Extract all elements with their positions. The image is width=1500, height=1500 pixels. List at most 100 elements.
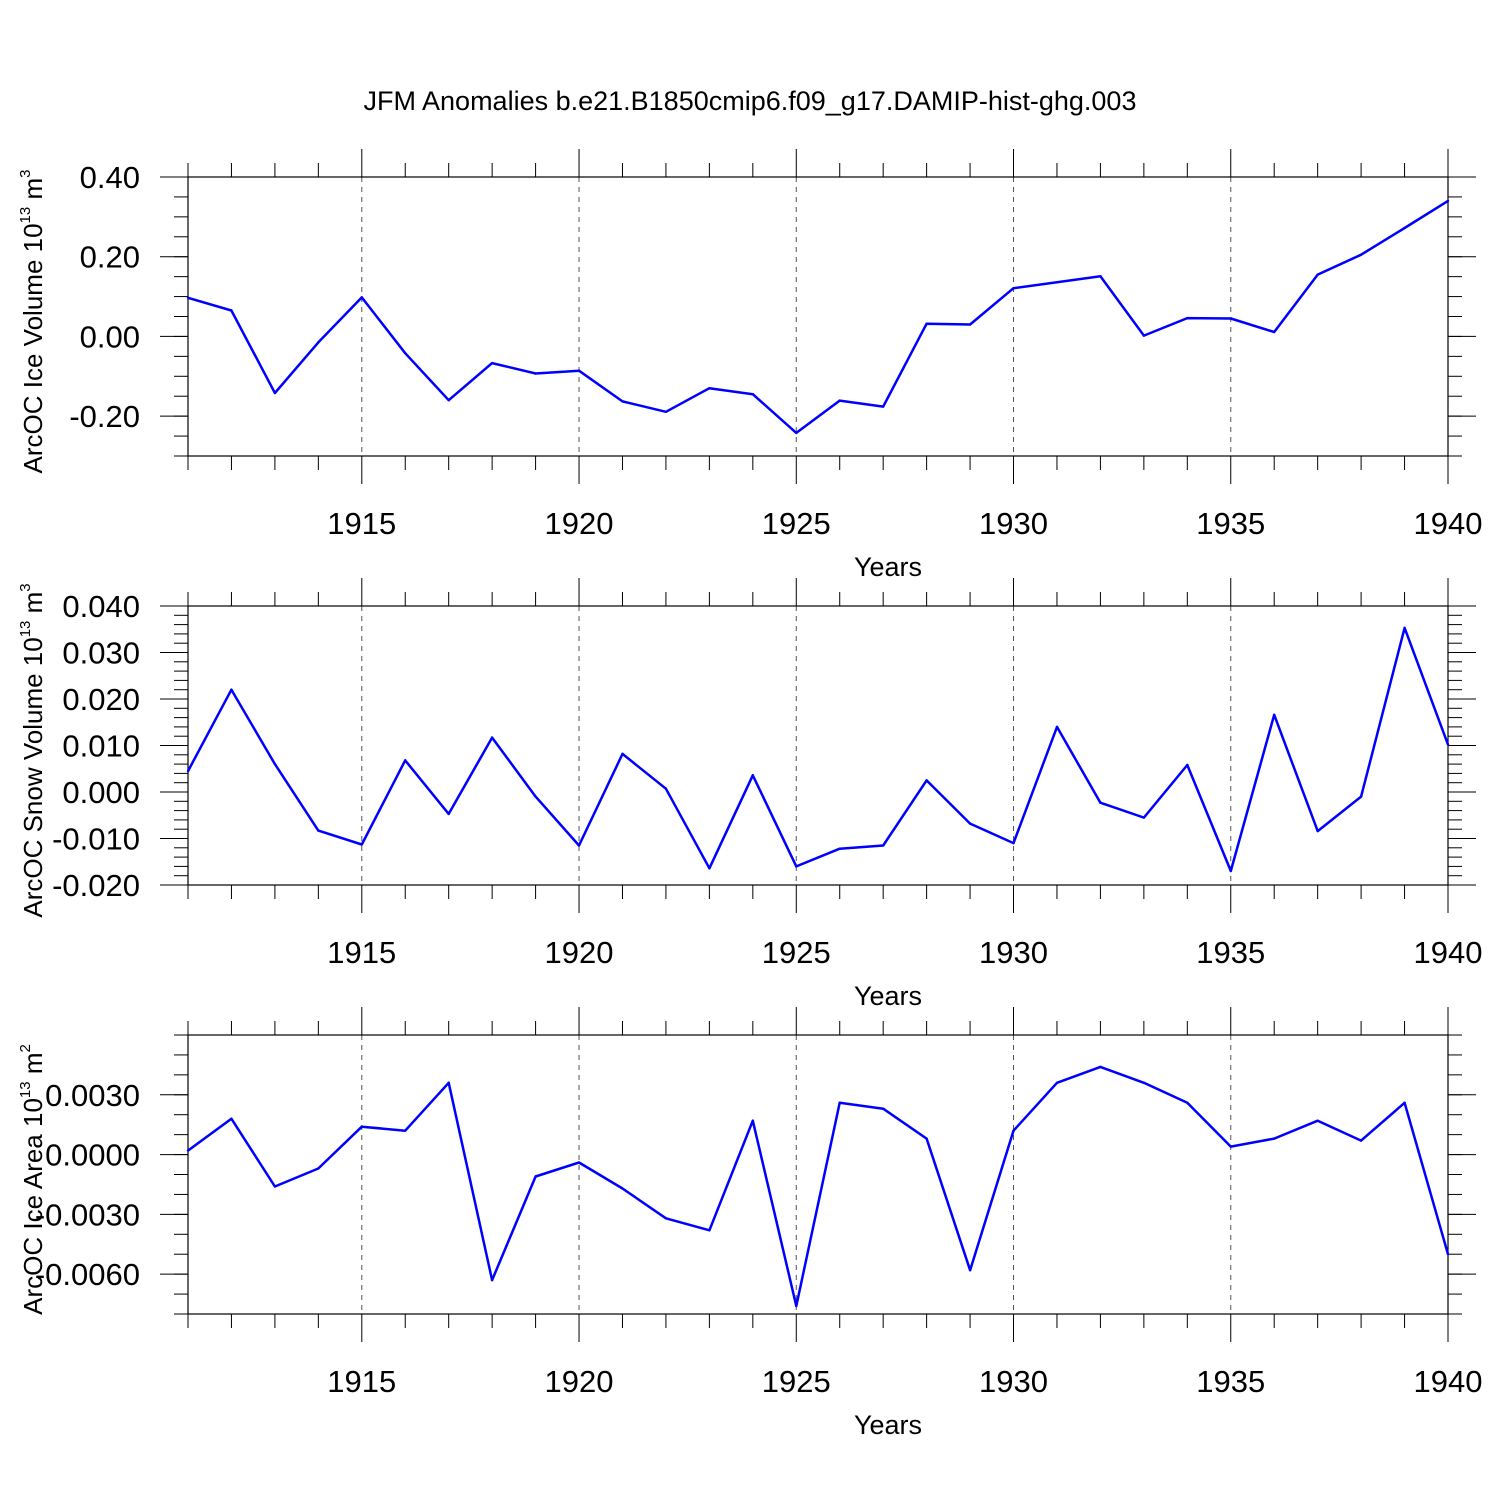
y-axis-label-unit-exponent: 3 [17, 583, 34, 591]
data-point [490, 1278, 494, 1282]
data-point [925, 322, 928, 325]
data-point [1229, 317, 1232, 320]
data-point [1229, 869, 1232, 873]
data-point [230, 309, 233, 312]
figure-title: JFM Anomalies b.e21.B1850cmip6.f09_g17.D… [364, 86, 1137, 116]
data-point [1403, 1101, 1406, 1104]
data-point [1012, 841, 1015, 845]
data-point [925, 779, 928, 782]
data-point [186, 296, 190, 299]
data-point [360, 843, 363, 846]
data-point [1055, 1081, 1059, 1085]
data-point [795, 431, 798, 435]
y-axis-label-unit-exponent: 3 [17, 170, 34, 178]
x-tick-label: 1930 [979, 1364, 1048, 1399]
data-point [317, 1167, 320, 1170]
data-point [881, 405, 885, 408]
x-tick-label: 1930 [979, 506, 1048, 541]
data-point [1316, 829, 1319, 833]
series-line [186, 626, 1450, 873]
x-tick-label: 1930 [979, 935, 1048, 970]
data-point [751, 774, 755, 777]
data-point [1055, 725, 1059, 729]
y-tick-label: 0.010 [62, 729, 140, 764]
data-point [577, 844, 581, 847]
data-point [1403, 226, 1406, 230]
data-point [708, 867, 711, 870]
x-tick-label: 1920 [545, 935, 614, 970]
y-tick-label: 0.00 [80, 319, 140, 354]
panel-2: -0.020 -0.010 0.000 0.010 0.020 0.030 0.040 191… [17, 578, 1482, 1011]
data-point [273, 1185, 277, 1188]
data-point [1186, 1101, 1189, 1104]
x-axis-label: Years [854, 552, 922, 582]
data-point [186, 1149, 190, 1152]
x-axis-label: Years [854, 1410, 922, 1440]
data-point [1055, 281, 1059, 284]
y-axis-label-unit: m [18, 1053, 48, 1082]
plot-frame [187, 605, 1449, 886]
series-line [187, 199, 1449, 435]
y-tick-label: -0.0030 [35, 1197, 140, 1232]
data-point [751, 393, 755, 396]
panel-3: -0.0060 -0.0030 0.0000 0.0030 1915 1920 1925 19… [17, 1007, 1482, 1440]
y-tick-label: 0.40 [80, 160, 140, 195]
data-point [838, 847, 841, 850]
data-point [751, 1119, 755, 1122]
data-point [1012, 1129, 1015, 1132]
y-tick-label: 0.000 [62, 775, 140, 810]
data-point [1359, 795, 1363, 798]
data-point [795, 865, 798, 868]
x-axis-label: Years [854, 981, 922, 1011]
data-point [1403, 626, 1406, 630]
data-point [1142, 816, 1146, 819]
data-point [968, 822, 972, 825]
y-axis-label-exponent: 13 [17, 621, 34, 638]
data-point [1316, 1119, 1319, 1122]
data-point [273, 762, 277, 766]
y-axis-label-unit-exponent: 2 [17, 1044, 34, 1052]
y-axis-label: ArcOC Snow Volume 1013 m3 [17, 583, 48, 917]
data-point [1359, 253, 1363, 256]
data-point [968, 323, 972, 326]
y-axis-label: ArcOC Ice Area 1013 m2 [17, 1044, 48, 1315]
data-point [1446, 1253, 1450, 1256]
data-point [404, 351, 407, 355]
data-point [1012, 287, 1015, 290]
y-tick-label: -0.0060 [35, 1257, 140, 1292]
data-point [925, 1137, 928, 1140]
plot-frame [187, 1034, 1449, 1315]
data-point [1186, 316, 1189, 320]
data-point [838, 399, 841, 402]
y-tick-label: -0.010 [52, 822, 140, 857]
x-tick-label: 1915 [327, 1364, 396, 1399]
y-tick-label: 0.040 [62, 589, 140, 624]
data-point [621, 752, 624, 756]
panels: -0.20 0.00 0.20 0.40 1915 1920 1925 1930 1935 194… [17, 149, 1482, 1440]
data-point [1273, 713, 1276, 717]
data-point [1142, 1081, 1146, 1085]
data-point [577, 1161, 581, 1164]
y-axis-label: ArcOC Ice Volume 1013 m3 [17, 170, 48, 474]
data-point [838, 1101, 841, 1104]
y-axis-label-text: ArcOC Snow Volume 10 [18, 637, 48, 917]
y-tick-label: 0.030 [62, 636, 140, 671]
data-point [708, 1229, 711, 1232]
data-point [1099, 801, 1102, 804]
data-point [230, 1117, 233, 1120]
x-tick-label: 1920 [545, 506, 614, 541]
data-point [534, 372, 537, 375]
y-tick-label: 0.20 [80, 240, 140, 275]
data-point [664, 787, 668, 790]
data-point [317, 829, 320, 832]
data-point [881, 1107, 885, 1110]
data-point [1142, 334, 1146, 337]
data-point [447, 812, 450, 816]
data-point [1273, 1137, 1276, 1140]
data-point [447, 399, 450, 402]
data-point [881, 844, 885, 847]
data-point [447, 1081, 450, 1085]
x-tick-label: 1915 [327, 935, 396, 970]
data-point [534, 795, 537, 798]
data-point [621, 1187, 624, 1190]
